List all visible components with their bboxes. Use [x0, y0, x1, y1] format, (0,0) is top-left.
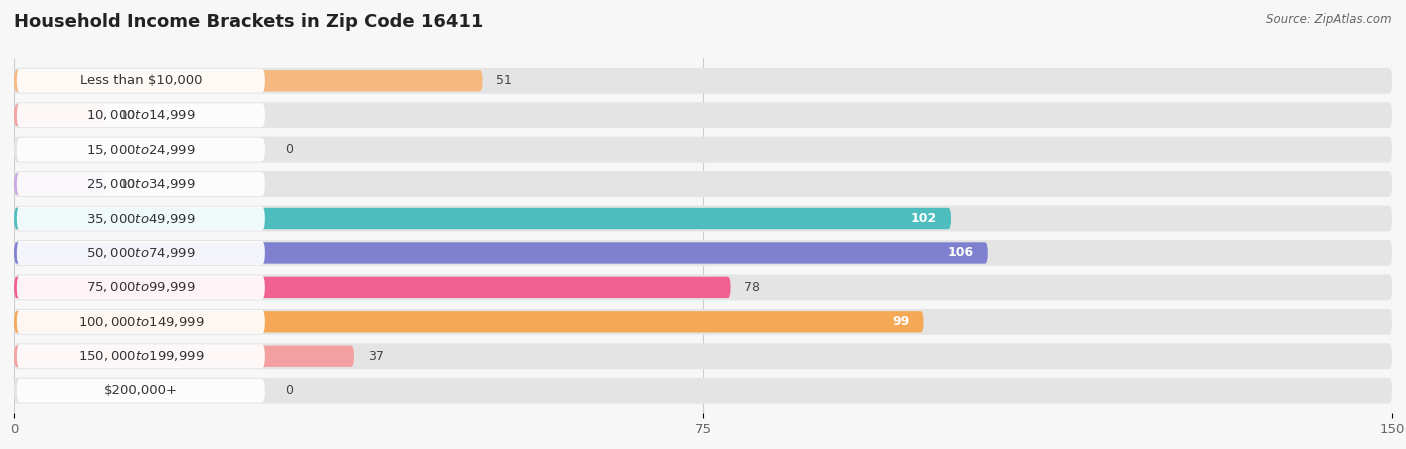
FancyBboxPatch shape: [17, 172, 264, 196]
Text: 102: 102: [911, 212, 938, 225]
Text: $150,000 to $199,999: $150,000 to $199,999: [77, 349, 204, 363]
FancyBboxPatch shape: [14, 274, 1392, 300]
Text: $75,000 to $99,999: $75,000 to $99,999: [86, 280, 195, 295]
FancyBboxPatch shape: [17, 241, 264, 265]
FancyBboxPatch shape: [14, 346, 354, 367]
Text: $100,000 to $149,999: $100,000 to $149,999: [77, 315, 204, 329]
Text: 51: 51: [496, 74, 512, 87]
FancyBboxPatch shape: [17, 276, 264, 299]
FancyBboxPatch shape: [14, 68, 1392, 94]
Text: 37: 37: [368, 350, 384, 363]
FancyBboxPatch shape: [14, 105, 105, 126]
Text: $200,000+: $200,000+: [104, 384, 177, 397]
FancyBboxPatch shape: [14, 309, 1392, 335]
Text: 0: 0: [285, 143, 292, 156]
Text: $25,000 to $34,999: $25,000 to $34,999: [86, 177, 195, 191]
FancyBboxPatch shape: [17, 207, 264, 230]
FancyBboxPatch shape: [14, 171, 1392, 197]
FancyBboxPatch shape: [14, 102, 1392, 128]
Text: $35,000 to $49,999: $35,000 to $49,999: [86, 211, 195, 225]
FancyBboxPatch shape: [14, 136, 1392, 163]
FancyBboxPatch shape: [17, 69, 264, 92]
Text: 78: 78: [744, 281, 761, 294]
Text: Household Income Brackets in Zip Code 16411: Household Income Brackets in Zip Code 16…: [14, 13, 484, 31]
Text: 0: 0: [285, 384, 292, 397]
FancyBboxPatch shape: [14, 277, 731, 298]
FancyBboxPatch shape: [14, 378, 1392, 404]
FancyBboxPatch shape: [17, 379, 264, 403]
FancyBboxPatch shape: [17, 103, 264, 127]
FancyBboxPatch shape: [14, 173, 105, 195]
Text: Source: ZipAtlas.com: Source: ZipAtlas.com: [1267, 13, 1392, 26]
Text: 10: 10: [120, 177, 135, 190]
FancyBboxPatch shape: [14, 311, 924, 333]
FancyBboxPatch shape: [17, 310, 264, 334]
Text: 99: 99: [893, 315, 910, 328]
Text: 10: 10: [120, 109, 135, 122]
Text: $50,000 to $74,999: $50,000 to $74,999: [86, 246, 195, 260]
Text: Less than $10,000: Less than $10,000: [80, 74, 202, 87]
FancyBboxPatch shape: [17, 138, 264, 162]
Text: $15,000 to $24,999: $15,000 to $24,999: [86, 143, 195, 157]
Text: $10,000 to $14,999: $10,000 to $14,999: [86, 108, 195, 122]
FancyBboxPatch shape: [14, 240, 1392, 266]
FancyBboxPatch shape: [14, 343, 1392, 369]
FancyBboxPatch shape: [14, 206, 1392, 231]
FancyBboxPatch shape: [14, 70, 482, 92]
Text: 106: 106: [948, 247, 974, 260]
FancyBboxPatch shape: [14, 242, 988, 264]
FancyBboxPatch shape: [17, 344, 264, 368]
FancyBboxPatch shape: [14, 208, 950, 229]
